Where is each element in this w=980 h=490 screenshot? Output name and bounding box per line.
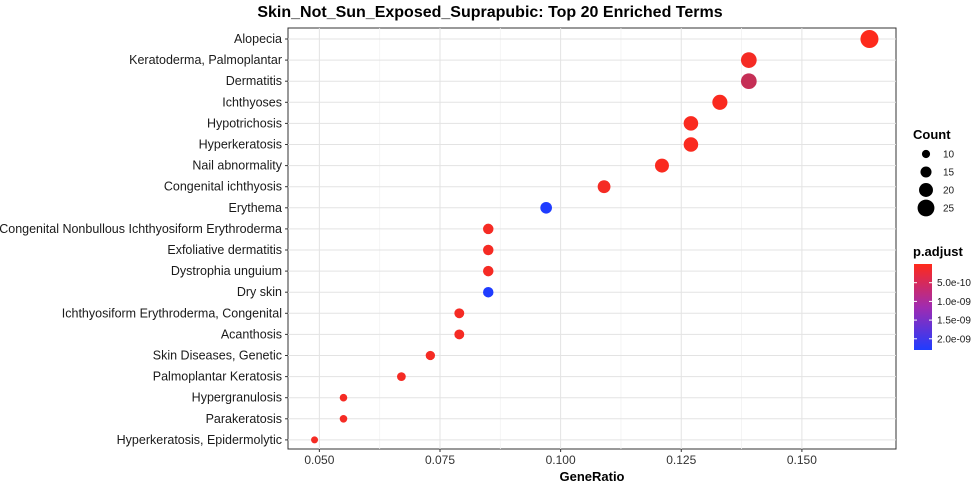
x-tick-label: 0.100: [546, 453, 576, 467]
y-tick-label: Ichthyosiform Erythroderma, Congenital: [62, 306, 282, 320]
y-tick-label: Hyperkeratosis, Epidermolytic: [117, 433, 282, 447]
data-point: [483, 265, 494, 277]
count-legend-key: [921, 149, 931, 159]
y-tick-label: Parakeratosis: [206, 412, 282, 426]
y-tick-label: Congenital ichthyosis: [164, 180, 282, 194]
data-point: [683, 116, 699, 131]
y-tick-label: Erythema: [229, 201, 283, 215]
count-legend-title: Count: [913, 127, 951, 142]
x-tick-label: 0.150: [787, 453, 817, 467]
data-point: [483, 244, 494, 256]
y-tick-label: Palmoplantar Keratosis: [153, 370, 282, 384]
p-adjust-legend-title: p.adjust: [913, 244, 964, 259]
y-tick-label: Congenital Nonbullous Ichthyosiform Eryt…: [0, 222, 282, 236]
y-tick-label: Dermatitis: [226, 74, 282, 88]
x-tick-label: 0.075: [425, 453, 455, 467]
y-tick-label: Hypergranulosis: [192, 391, 282, 405]
data-point: [425, 350, 436, 361]
data-point: [597, 180, 611, 194]
data-point: [397, 372, 406, 381]
count-legend-label: 20: [943, 186, 955, 197]
count-legend-key: [917, 199, 935, 217]
x-axis-ticks: 0.050 0.075 0.100 0.125 0.150: [304, 449, 817, 467]
y-tick-label: Dry skin: [237, 285, 282, 299]
count-legend-label: 10: [943, 150, 955, 161]
data-point: [712, 94, 728, 110]
data-points: [311, 29, 879, 444]
data-point: [540, 201, 552, 214]
data-point: [740, 73, 757, 90]
data-point: [683, 137, 699, 152]
p-adjust-legend-label: 1.0e-09: [937, 297, 971, 308]
count-legend: Count 10 15 20 25: [913, 127, 955, 217]
data-point: [654, 158, 669, 173]
y-tick-label: Ichthyoses: [222, 95, 282, 109]
p-adjust-legend: p.adjust 5.0e-10 1.0e-09 1.5e-09 2.0e-09: [913, 244, 971, 350]
data-point: [339, 393, 348, 402]
y-tick-label: Acanthosis: [221, 327, 282, 341]
x-tick-label: 0.050: [304, 453, 334, 467]
p-adjust-legend-label: 1.5e-09: [937, 316, 971, 327]
count-legend-key: [920, 166, 932, 178]
count-legend-key: [919, 183, 933, 197]
data-point: [483, 286, 494, 298]
y-tick-label: Hyperkeratosis: [199, 138, 282, 152]
data-point: [454, 329, 465, 340]
x-axis-title: GeneRatio: [559, 469, 624, 484]
y-tick-label: Dystrophia unguium: [171, 264, 282, 278]
y-tick-label: Hypotrichosis: [207, 116, 282, 130]
y-axis-labels: Alopecia Keratoderma, Palmoplantar Dermati…: [0, 32, 288, 447]
plot-panel: [287, 27, 897, 450]
count-legend-label: 25: [943, 204, 955, 215]
p-adjust-legend-label: 2.0e-09: [937, 334, 971, 345]
x-tick-label: 0.125: [666, 453, 696, 467]
data-point: [860, 29, 879, 49]
y-tick-label: Nail abnormality: [192, 159, 282, 173]
p-adjust-colorbar: [914, 264, 932, 350]
data-point: [454, 308, 465, 319]
p-adjust-legend-label: 5.0e-10: [937, 278, 971, 289]
chart-title: Skin_Not_Sun_Exposed_Suprapubic: Top 20 …: [257, 4, 722, 21]
data-point: [740, 52, 757, 68]
count-legend-label: 15: [943, 168, 955, 179]
y-tick-label: Exfoliative dermatitis: [167, 243, 282, 257]
y-tick-label: Skin Diseases, Genetic: [153, 349, 282, 363]
data-point: [483, 223, 494, 235]
data-point: [311, 436, 319, 444]
data-point: [339, 415, 348, 423]
y-tick-label: Alopecia: [234, 32, 282, 46]
y-tick-label: Keratoderma, Palmoplantar: [129, 53, 282, 67]
panel-border: [287, 27, 897, 450]
